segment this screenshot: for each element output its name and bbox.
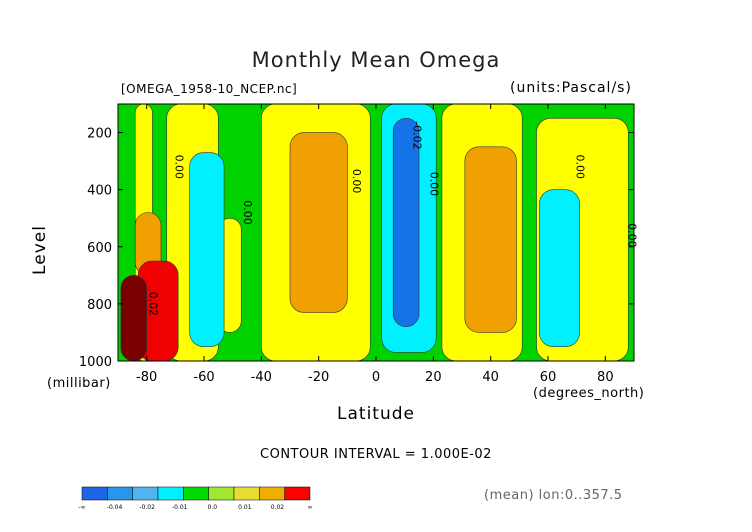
colorbar-label: -0.04 xyxy=(106,504,123,511)
y-axis-units: (millibar) xyxy=(47,376,111,391)
contour-region-neg xyxy=(539,189,580,348)
contour-label: 0.02 xyxy=(147,292,160,317)
x-tick-label: 20 xyxy=(425,370,442,385)
longitude-mean-note: (mean) lon:0..357.5 xyxy=(484,488,623,503)
colorbar-label: ∞ xyxy=(307,504,313,511)
contour-labels: 0.00 0.00 0.00 -0.02 0.00 0.00 0.00 0.02 xyxy=(147,121,639,316)
y-tick-label: 400 xyxy=(87,184,112,199)
x-tick-label: -20 xyxy=(308,370,329,385)
y-tick-label: 200 xyxy=(87,127,112,142)
colorbar xyxy=(81,486,311,501)
x-axis-ticks: -80 -60 -40 -20 0 20 40 60 80 xyxy=(136,104,614,385)
source-file-label: [OMEGA_1958-10_NCEP.nc] xyxy=(121,82,298,96)
contour-label: 0.00 xyxy=(241,200,254,225)
colorbar-labels: -∞ -0.04 -0.02 -0.01 0.0 0.01 0.02 ∞ xyxy=(78,504,313,514)
colorbar-swatch xyxy=(132,486,159,501)
contour-label: 0.00 xyxy=(574,155,587,180)
contour-fill-regions xyxy=(118,103,634,362)
colorbar-label: 0.02 xyxy=(270,504,285,511)
contour-interval-text: CONTOUR INTERVAL = 1.000E-02 xyxy=(260,447,492,462)
contour-label: 0.00 xyxy=(625,223,638,248)
colorbar-swatch xyxy=(107,486,133,501)
colorbar-label: -0.01 xyxy=(171,504,188,511)
units-label: (units:Pascal/s) xyxy=(510,80,632,96)
chart-title: Monthly Mean Omega xyxy=(251,48,501,72)
colorbar-swatch xyxy=(284,486,311,501)
x-tick-label: 40 xyxy=(482,370,499,385)
colorbar-label: 0.01 xyxy=(238,504,252,511)
y-tick-label: 1000 xyxy=(79,355,112,370)
x-tick-label: 60 xyxy=(540,370,557,385)
contour-region-vneg xyxy=(392,117,420,328)
x-tick-label: -40 xyxy=(251,370,272,385)
x-tick-label: -60 xyxy=(193,370,214,385)
colorbar-swatch xyxy=(233,486,260,501)
colorbar-swatch xyxy=(183,486,209,501)
contour-region-pos xyxy=(289,132,348,313)
colorbar-swatch xyxy=(259,486,285,501)
y-tick-label: 600 xyxy=(87,241,112,256)
colorbar-swatch xyxy=(81,486,108,501)
contour-region-extreme xyxy=(120,275,147,362)
x-axis-units: (degrees_north) xyxy=(533,386,645,401)
contour-label: -0.02 xyxy=(410,121,423,149)
contour-label: 0.00 xyxy=(427,172,440,197)
x-axis-label: Latitude xyxy=(337,404,415,424)
contour-label: 0.00 xyxy=(350,169,363,194)
y-tick-label: 800 xyxy=(87,298,112,313)
colorbar-swatch xyxy=(157,486,184,501)
x-tick-label: -80 xyxy=(136,370,157,385)
contour-region-pos xyxy=(464,146,517,333)
x-tick-label: 0 xyxy=(372,370,380,385)
colorbar-swatch xyxy=(208,486,235,501)
colorbar-label: 0.0 xyxy=(207,504,218,511)
contour-region-neg xyxy=(189,152,225,348)
colorbar-label: -∞ xyxy=(78,504,86,511)
contour-label: 0.00 xyxy=(172,155,185,180)
colorbar-label: -0.02 xyxy=(139,504,155,511)
y-axis-ticks: 200 400 600 800 1000 xyxy=(79,127,634,370)
x-tick-label: 80 xyxy=(597,370,614,385)
